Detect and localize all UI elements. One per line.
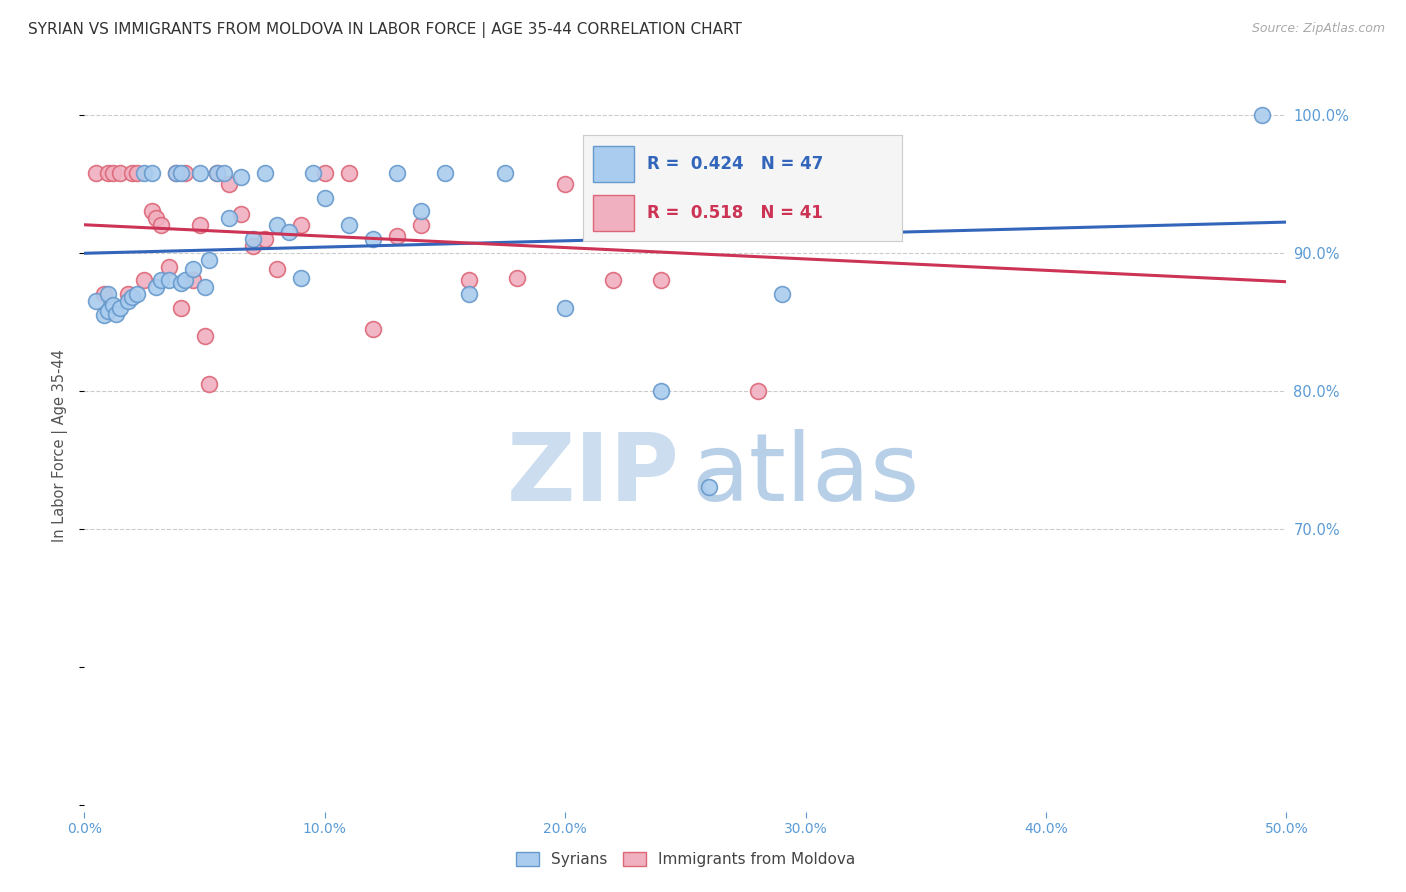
- Point: [314, 191, 336, 205]
- Point: [165, 166, 187, 180]
- Point: [385, 166, 408, 180]
- Point: [134, 166, 156, 180]
- Point: [150, 273, 173, 287]
- Point: [602, 273, 624, 287]
- Point: [602, 166, 624, 180]
- Point: [409, 204, 432, 219]
- Point: [194, 328, 217, 343]
- Point: [723, 204, 745, 219]
- Text: R =  0.518   N = 41: R = 0.518 N = 41: [647, 203, 823, 221]
- Point: [686, 166, 709, 180]
- Point: [141, 166, 163, 180]
- Point: [253, 232, 276, 246]
- Point: [141, 204, 163, 219]
- Text: atlas: atlas: [692, 429, 920, 521]
- Point: [242, 239, 264, 253]
- Point: [229, 207, 252, 221]
- Point: [86, 294, 108, 309]
- Point: [145, 280, 167, 294]
- Point: [157, 260, 180, 274]
- Point: [314, 166, 336, 180]
- Point: [229, 169, 252, 184]
- Point: [554, 177, 576, 191]
- Point: [97, 166, 120, 180]
- Point: [104, 306, 127, 320]
- Point: [506, 270, 529, 285]
- Point: [103, 166, 125, 180]
- Point: [174, 273, 197, 287]
- Text: R =  0.424   N = 47: R = 0.424 N = 47: [647, 155, 824, 173]
- Point: [218, 177, 240, 191]
- Point: [169, 166, 191, 180]
- Point: [169, 301, 191, 315]
- Point: [212, 166, 235, 180]
- Point: [650, 273, 672, 287]
- Point: [97, 303, 120, 318]
- Point: [385, 229, 408, 244]
- Point: [205, 166, 228, 180]
- Point: [747, 384, 769, 398]
- Point: [117, 287, 139, 301]
- Point: [165, 166, 187, 180]
- Point: [361, 232, 384, 246]
- Point: [194, 280, 217, 294]
- Point: [117, 294, 139, 309]
- Point: [174, 166, 197, 180]
- Point: [169, 276, 191, 290]
- Point: [277, 225, 299, 239]
- Point: [127, 166, 149, 180]
- Point: [409, 218, 432, 232]
- Point: [181, 262, 204, 277]
- Bar: [593, 194, 634, 231]
- Point: [301, 166, 323, 180]
- Point: [253, 166, 276, 180]
- Text: Source: ZipAtlas.com: Source: ZipAtlas.com: [1251, 22, 1385, 36]
- Point: [198, 252, 221, 267]
- Point: [93, 308, 115, 322]
- Point: [188, 218, 211, 232]
- Point: [145, 211, 167, 226]
- Point: [458, 287, 481, 301]
- Point: [699, 166, 721, 180]
- Legend: Syrians, Immigrants from Moldova: Syrians, Immigrants from Moldova: [510, 847, 860, 873]
- Point: [121, 290, 143, 304]
- Text: ZIP: ZIP: [506, 429, 679, 521]
- Point: [188, 166, 211, 180]
- Bar: [593, 145, 634, 182]
- Point: [290, 270, 312, 285]
- Point: [337, 166, 360, 180]
- Point: [1251, 108, 1274, 122]
- Point: [97, 287, 120, 301]
- Point: [337, 218, 360, 232]
- Point: [242, 232, 264, 246]
- Point: [121, 166, 143, 180]
- Point: [650, 384, 672, 398]
- Point: [127, 287, 149, 301]
- Point: [150, 218, 173, 232]
- Point: [434, 166, 457, 180]
- Point: [181, 273, 204, 287]
- Point: [290, 218, 312, 232]
- Point: [361, 321, 384, 335]
- Point: [554, 301, 576, 315]
- Point: [458, 273, 481, 287]
- Point: [266, 218, 288, 232]
- Point: [110, 301, 132, 315]
- Point: [205, 166, 228, 180]
- Point: [770, 287, 793, 301]
- Point: [198, 376, 221, 391]
- Point: [494, 166, 516, 180]
- Point: [266, 262, 288, 277]
- Point: [699, 480, 721, 494]
- Point: [86, 166, 108, 180]
- Point: [110, 166, 132, 180]
- Point: [134, 273, 156, 287]
- Y-axis label: In Labor Force | Age 35-44: In Labor Force | Age 35-44: [52, 350, 69, 542]
- Point: [218, 211, 240, 226]
- Point: [103, 298, 125, 312]
- Point: [157, 273, 180, 287]
- Text: SYRIAN VS IMMIGRANTS FROM MOLDOVA IN LABOR FORCE | AGE 35-44 CORRELATION CHART: SYRIAN VS IMMIGRANTS FROM MOLDOVA IN LAB…: [28, 22, 742, 38]
- Point: [93, 287, 115, 301]
